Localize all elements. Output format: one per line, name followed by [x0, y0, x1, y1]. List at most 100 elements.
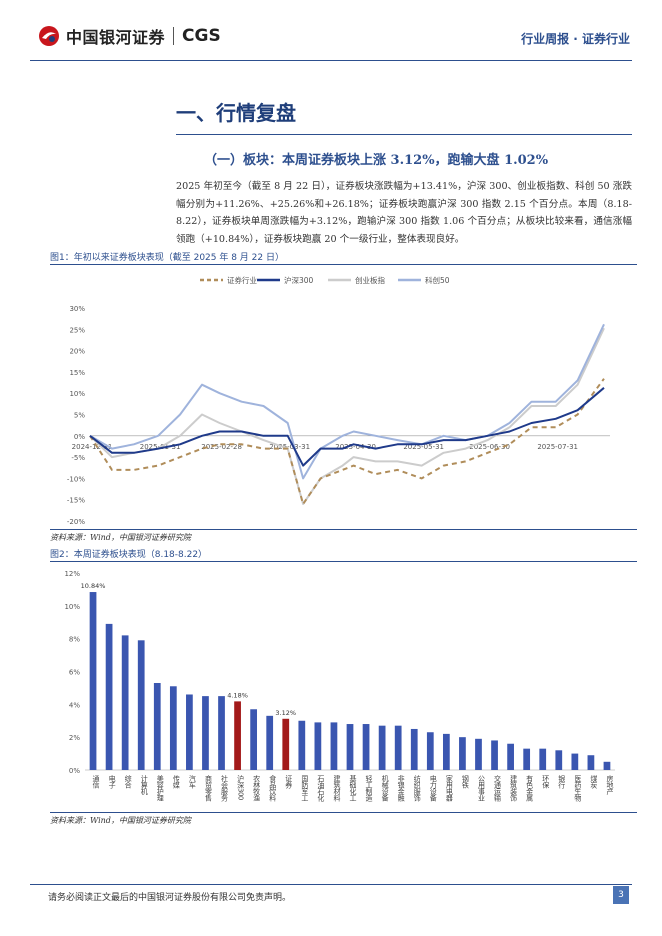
- data-label: 3.12%: [275, 709, 296, 717]
- figure2-title: 图2：本周证券板块表现（8.18-8.22）: [50, 550, 208, 560]
- legend-item: 科创50: [398, 275, 450, 285]
- bar: [330, 722, 338, 770]
- bar: [362, 724, 370, 770]
- x-tick-label: 社会服务: [221, 774, 229, 803]
- footer-disclaimer: 请务必阅读正文最后的中国银河证券股份有限公司免责声明。: [48, 893, 292, 903]
- series-line: [89, 378, 605, 505]
- y-tick-label: 0%: [74, 433, 85, 441]
- legend-label: 证券行业: [227, 275, 257, 285]
- bar: [298, 720, 306, 770]
- bar: [410, 728, 418, 770]
- x-tick-label: 2025-05-31: [403, 443, 444, 451]
- bar: [186, 694, 193, 770]
- x-tick-label: 2025-07-31: [537, 443, 578, 451]
- figure1-bottom-rule: [50, 529, 637, 530]
- y-tick-label: 12%: [64, 570, 80, 578]
- bar: [523, 748, 531, 770]
- x-tick-label: 家用电器: [445, 774, 453, 803]
- y-tick-label: 15%: [69, 369, 85, 377]
- y-tick-label: 20%: [69, 348, 85, 356]
- data-label: 4.18%: [227, 691, 248, 699]
- bar: [587, 755, 595, 770]
- x-tick-label: 2025-03-31: [269, 443, 310, 451]
- x-tick-label: 银行: [558, 774, 566, 790]
- bar: [266, 715, 274, 770]
- x-tick-label: 电力设备: [429, 774, 437, 803]
- legend-label: 沪深300: [284, 275, 314, 285]
- legend-item: 证券行业: [200, 275, 257, 285]
- y-tick-label: 10%: [64, 603, 80, 611]
- x-tick-label: 2024-12-31: [72, 443, 113, 451]
- bar: [202, 696, 209, 770]
- x-tick-label: 汽车: [188, 774, 196, 790]
- y-tick-label: 6%: [69, 669, 80, 677]
- subsection-title: （一）板块：本周证券板块上涨 3.12%，跑输大盘 1.02%: [204, 153, 549, 168]
- bar: [603, 761, 611, 770]
- y-tick-label: -20%: [67, 518, 85, 526]
- header-divider: [30, 60, 632, 61]
- cgs-logo-icon: [39, 26, 59, 46]
- y-tick-label: -5%: [71, 454, 85, 462]
- bar: [491, 740, 498, 770]
- footer-divider: [30, 884, 632, 885]
- x-tick-label: 石油石化: [317, 775, 325, 803]
- y-tick-label: 8%: [69, 636, 80, 644]
- x-tick-label: 交通运输: [494, 774, 502, 803]
- y-tick-label: -10%: [67, 475, 85, 483]
- x-tick-label: 电子: [108, 774, 116, 789]
- bar: [282, 718, 290, 770]
- logo-en-text: CGS: [182, 26, 221, 46]
- x-tick-label: 纺织服饰: [413, 774, 421, 803]
- logo-cn-text: 中国银河证券: [66, 28, 166, 47]
- y-tick-label: -15%: [67, 497, 85, 505]
- x-tick-label: 国防军工: [301, 775, 309, 802]
- x-tick-label: 2025-06-30: [469, 443, 510, 451]
- x-tick-label: 建筑装饰: [510, 774, 518, 803]
- x-tick-label: 基础化工: [349, 774, 357, 802]
- x-tick-label: 非银金融: [397, 774, 405, 803]
- bar: [378, 725, 386, 770]
- section-title: 一、行情复盘: [176, 101, 296, 125]
- bar: [459, 737, 466, 770]
- y-tick-label: 30%: [69, 305, 85, 313]
- x-tick-label: 商贸零售: [204, 774, 212, 803]
- x-tick-label: 农林牧渔: [253, 774, 261, 803]
- section-divider: [176, 134, 632, 135]
- bar: [571, 753, 579, 770]
- x-tick-label: 有色金属: [526, 774, 534, 803]
- bar: [234, 701, 241, 770]
- header-report-type: 行业周报 · 证券行业: [521, 32, 630, 46]
- x-tick-label: 环保: [542, 775, 550, 790]
- bar: [250, 709, 258, 770]
- x-tick-label: 食品饮料: [269, 774, 277, 803]
- bar: [539, 748, 547, 770]
- figure1-source: 资料来源：Wind，中国银河证券研究院: [50, 533, 191, 542]
- x-tick-label: 房地产: [606, 774, 614, 796]
- y-tick-label: 0%: [69, 767, 80, 775]
- bar: [89, 592, 97, 770]
- y-tick-label: 25%: [69, 326, 85, 334]
- bar: [394, 725, 402, 770]
- x-tick-label: 2025-04-30: [335, 443, 376, 451]
- figure2-bottom-rule: [50, 812, 637, 813]
- legend-item: 沪深300: [257, 275, 314, 285]
- x-tick-label: 公用事业: [477, 775, 485, 802]
- bar: [121, 635, 129, 770]
- figure1-top-rule: [50, 264, 637, 265]
- bar: [346, 724, 354, 770]
- x-tick-label: 煤炭: [590, 774, 598, 790]
- x-tick-label: 2025-02-28: [201, 443, 242, 451]
- body-paragraph: 2025 年初至今（截至 8 月 22 日），证券板块涨跌幅为+13.41%，沪…: [176, 181, 632, 245]
- bar: [218, 696, 225, 770]
- bar: [555, 750, 563, 770]
- bar: [169, 686, 177, 770]
- x-tick-label: 建筑材料: [333, 774, 341, 803]
- bar: [137, 640, 145, 770]
- bar: [475, 738, 482, 770]
- bar: [105, 623, 113, 770]
- legend-label: 科创50: [425, 275, 450, 285]
- logo-divider: [173, 27, 175, 45]
- x-tick-label: 轻工制造: [365, 774, 373, 803]
- x-tick-label: 证券: [285, 775, 293, 790]
- y-tick-label: 2%: [69, 734, 80, 742]
